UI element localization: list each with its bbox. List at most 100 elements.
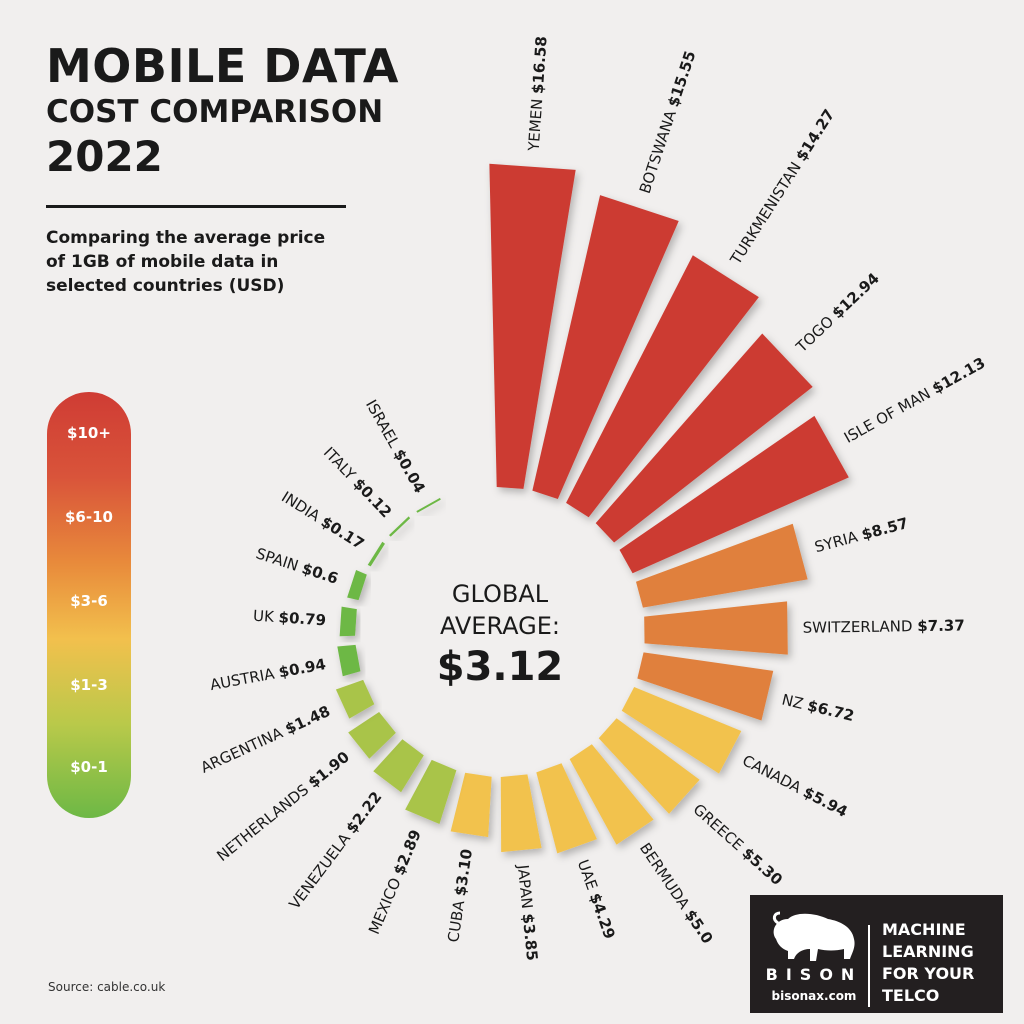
country-value: $6.72 bbox=[806, 696, 856, 725]
country-value: $5.30 bbox=[739, 844, 786, 889]
bar-label: JAPAN $3.85 bbox=[514, 863, 541, 962]
global-average-value: $3.12 bbox=[437, 644, 564, 690]
bar-label: TURKMENISTAN $14.27 bbox=[726, 106, 838, 269]
center-line-1: GLOBAL bbox=[452, 580, 549, 608]
bar-venezuela bbox=[373, 739, 424, 793]
legend-label: $0-1 bbox=[70, 758, 108, 776]
country-name: SWITZERLAND bbox=[803, 617, 918, 637]
subtitle: Comparing the average price of 1GB of mo… bbox=[46, 228, 326, 296]
brand-divider bbox=[868, 925, 870, 1007]
color-legend: $10+ $6-10 $3-6 $1-3 $0-1 bbox=[47, 392, 131, 818]
country-value: $1.90 bbox=[304, 747, 352, 791]
bar-label: ITALY $0.12 bbox=[320, 443, 395, 521]
country-value: $0.17 bbox=[318, 512, 368, 553]
title-divider bbox=[46, 205, 346, 208]
bar-label: UK $0.79 bbox=[253, 606, 327, 629]
country-value: $14.27 bbox=[792, 106, 838, 165]
tagline-line: LEARNING bbox=[882, 942, 974, 961]
bar-japan bbox=[500, 774, 542, 853]
bar-label: ISLE OF MAN $12.13 bbox=[841, 353, 988, 446]
country-name: CUBA bbox=[444, 894, 469, 943]
country-value: $2.89 bbox=[389, 827, 424, 878]
title-year: 2022 bbox=[46, 132, 163, 181]
title-line-1: MOBILE DATA bbox=[46, 39, 399, 93]
bar-label: INDIA $0.17 bbox=[278, 487, 367, 552]
country-value: $3.85 bbox=[519, 913, 542, 962]
country-name: JAPAN bbox=[514, 863, 537, 914]
country-value: $12.13 bbox=[929, 353, 988, 397]
tagline-line: MACHINE bbox=[882, 920, 966, 939]
bar-label: NZ $6.72 bbox=[780, 690, 856, 725]
country-value: $3.10 bbox=[451, 848, 476, 898]
country-name: NZ bbox=[780, 690, 810, 714]
bar-uk bbox=[339, 606, 357, 637]
brand-tagline: MACHINE LEARNING FOR YOUR TELCO bbox=[882, 919, 974, 1007]
country-name: BOTSWANA bbox=[635, 103, 681, 195]
bar-label: UAE $4.29 bbox=[574, 857, 619, 941]
country-name: CANADA bbox=[740, 751, 809, 799]
country-name: GREECE bbox=[690, 800, 751, 857]
country-name: NETHERLANDS bbox=[213, 777, 316, 864]
country-value: $15.55 bbox=[664, 48, 699, 109]
bar-austria bbox=[337, 644, 361, 677]
country-value: $1.48 bbox=[282, 702, 333, 738]
title: MOBILE DATA COST COMPARISON 2022 bbox=[46, 40, 399, 182]
tagline-line: FOR YOUR bbox=[882, 964, 975, 983]
bar-canada bbox=[621, 687, 742, 774]
bar-label: ISRAEL $0.04 bbox=[362, 396, 429, 496]
country-value: $8.57 bbox=[859, 514, 909, 544]
country-name: SPAIN bbox=[254, 544, 305, 576]
bar-label: SYRIA $8.57 bbox=[813, 514, 910, 556]
bar-label: SPAIN $0.6 bbox=[254, 544, 341, 587]
country-value: $0.79 bbox=[278, 608, 327, 629]
bar-label: GREECE $5.30 bbox=[690, 800, 786, 889]
brand-box: BISON bisonax.com MACHINE LEARNING FOR Y… bbox=[750, 895, 1003, 1013]
title-line-2: COST COMPARISON bbox=[46, 94, 384, 130]
bar-label: CANADA $5.94 bbox=[740, 751, 851, 821]
bar-label: BOTSWANA $15.55 bbox=[635, 48, 699, 195]
bar-israel bbox=[416, 497, 441, 513]
bar-nz bbox=[637, 652, 774, 721]
bar-switzerland bbox=[644, 601, 788, 655]
bar-india bbox=[367, 541, 385, 567]
bar-togo bbox=[595, 333, 813, 543]
center-line-2: AVERAGE: bbox=[440, 612, 560, 640]
country-name: VENEZUELA bbox=[285, 826, 356, 913]
country-name: MEXICO bbox=[365, 871, 406, 937]
legend-label: $10+ bbox=[67, 424, 111, 442]
bar-turkmenistan bbox=[566, 255, 759, 518]
country-name: ARGENTINA bbox=[198, 721, 290, 776]
country-value: $7.37 bbox=[917, 616, 965, 635]
legend-label: $3-6 bbox=[70, 592, 108, 610]
bar-label: MEXICO $2.89 bbox=[365, 827, 425, 937]
bar-bermuda bbox=[569, 744, 654, 845]
country-name: YEMEN bbox=[524, 93, 546, 152]
country-name: ISRAEL bbox=[362, 396, 405, 454]
bar-label: TOGO $12.94 bbox=[792, 269, 883, 356]
bar-argentina bbox=[335, 679, 375, 719]
legend-label: $1-3 bbox=[70, 676, 108, 694]
bar-mexico bbox=[405, 759, 457, 825]
country-name: SYRIA bbox=[813, 526, 865, 556]
country-value: $5.0 bbox=[681, 906, 717, 947]
country-name: UK bbox=[253, 606, 280, 626]
bar-label: YEMEN $16.58 bbox=[524, 36, 550, 153]
bar-label: SWITZERLAND $7.37 bbox=[803, 616, 965, 636]
legend-label: $6-10 bbox=[65, 508, 113, 526]
bar-label: CUBA $3.10 bbox=[444, 848, 476, 944]
bar-netherlands bbox=[348, 712, 396, 759]
country-name: BERMUDA bbox=[636, 839, 696, 916]
country-name: UAE bbox=[574, 857, 603, 896]
brand-url: bisonax.com bbox=[771, 989, 857, 1003]
country-value: $0.04 bbox=[390, 446, 429, 496]
bar-label: ARGENTINA $1.48 bbox=[198, 702, 333, 777]
country-name: TURKMENISTAN bbox=[726, 155, 807, 269]
country-value: $5.94 bbox=[800, 783, 850, 821]
bar-uae bbox=[536, 763, 597, 854]
tagline-line: TELCO bbox=[882, 986, 940, 1005]
bar-italy bbox=[388, 516, 411, 537]
country-name: INDIA bbox=[278, 487, 327, 527]
brand-name: BISON bbox=[765, 965, 863, 984]
bar-greece bbox=[598, 718, 700, 814]
